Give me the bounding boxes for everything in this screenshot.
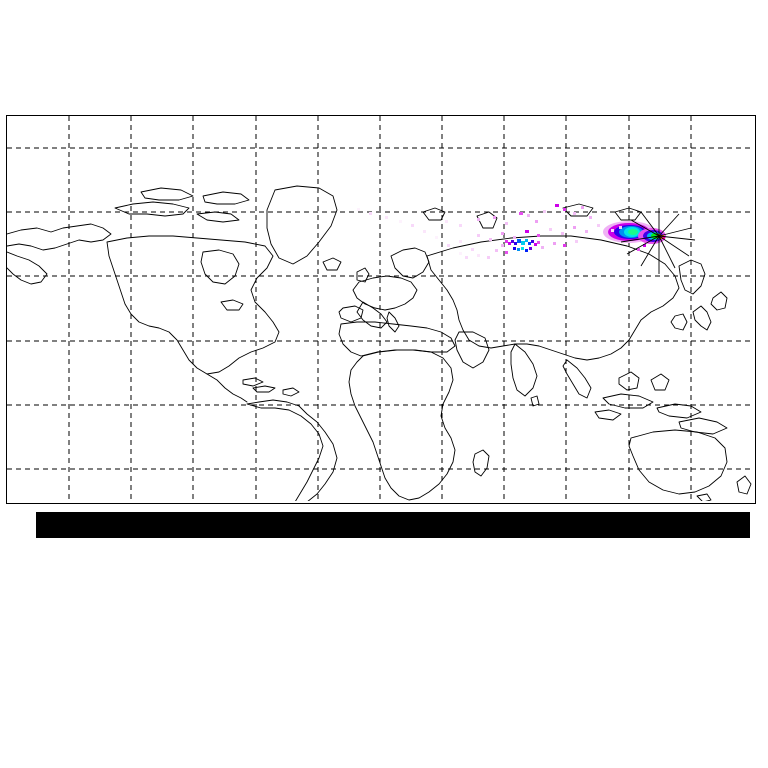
colorbar[interactable] <box>36 512 750 538</box>
global-map-panel[interactable] <box>6 115 756 504</box>
world-map <box>7 116 753 501</box>
maximum-value-row <box>0 590 768 608</box>
map-gridlines <box>7 116 753 501</box>
colorbar-tick-labels <box>0 538 768 558</box>
region-row-2 <box>0 641 768 657</box>
sampling-time-line <box>0 33 768 51</box>
coastlines <box>7 185 752 501</box>
release-height-line <box>0 59 768 77</box>
region-row-1 <box>0 616 768 632</box>
